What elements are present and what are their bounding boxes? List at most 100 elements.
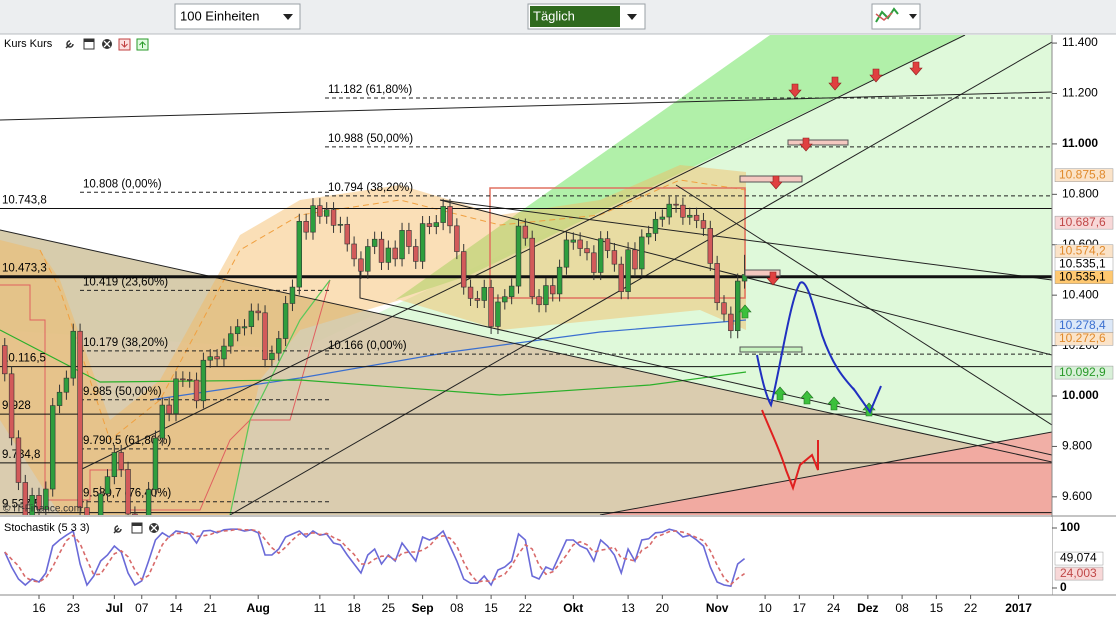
candle-body <box>289 286 296 304</box>
x-tick-label: 24 <box>827 601 841 615</box>
candle-body <box>611 250 618 265</box>
level-label: 10.473,3 <box>2 263 47 275</box>
candle-body <box>15 437 22 483</box>
candle-body <box>166 404 172 414</box>
candle-body <box>570 239 577 243</box>
candle-body <box>337 224 344 226</box>
price-box <box>1054 168 1114 182</box>
candle-body <box>8 373 15 439</box>
interval-text: Täglich <box>533 8 575 23</box>
price-label: 10.092,9 <box>1059 365 1106 379</box>
units-text: 100 Einheiten <box>180 8 260 23</box>
candle-body <box>433 222 439 227</box>
candle-body <box>276 338 282 354</box>
candle-body <box>426 223 433 227</box>
panel-icons[interactable] <box>65 38 149 51</box>
candle-body <box>330 209 337 226</box>
x-tick-label: Aug <box>247 601 270 615</box>
level-label: 10.116,5 <box>2 353 46 365</box>
stoch-tick-label: 49,074 <box>1060 551 1097 565</box>
level-label: 10.743,8 <box>2 195 47 207</box>
stoch-value-box <box>1054 551 1104 566</box>
candle-body <box>577 239 583 249</box>
candle-body <box>193 379 200 402</box>
stoch-background <box>0 517 1052 595</box>
candle-body <box>152 437 159 490</box>
y-tick-label: 10.800 <box>1062 186 1099 200</box>
x-tick-label: 15 <box>484 601 498 615</box>
candle-body <box>358 258 364 272</box>
candle-body <box>84 507 90 515</box>
candle-body <box>639 236 645 270</box>
copyright: © IT-Finance.com <box>3 504 82 515</box>
stoch-line <box>4 528 746 588</box>
candle-body <box>543 285 549 306</box>
candle-body <box>392 247 398 260</box>
y-tick-label: 11.000 <box>1062 136 1098 150</box>
axis-layer: 9.6009.80010.00010.20010.40010.60010.800… <box>1052 35 1114 594</box>
candle-body <box>673 203 679 206</box>
candle-body <box>104 476 111 495</box>
candle-body <box>200 359 207 402</box>
y-tick-label: 10.000 <box>1062 388 1099 402</box>
stoch-lines <box>4 528 746 588</box>
candle-body <box>618 263 624 292</box>
candle-body <box>659 216 666 220</box>
candle-body <box>303 221 309 233</box>
candle-body <box>221 345 227 360</box>
x-tick-label: 11 <box>314 601 327 615</box>
x-tick-label: Jul <box>106 601 123 615</box>
candle-body <box>125 469 131 515</box>
price-label: 10.535,1 <box>1059 256 1106 270</box>
level-label: 9.734,8 <box>2 449 40 461</box>
fib-label: 10.988 (50,00%) <box>328 133 413 145</box>
candle-body <box>460 251 467 288</box>
units-select[interactable] <box>174 3 301 30</box>
toolbar: 100 Einheiten Täglich <box>0 0 1116 35</box>
candle-body <box>2 345 8 375</box>
candle-body <box>159 404 165 439</box>
candle-body <box>344 224 350 245</box>
x-tick-label: Sep <box>412 601 434 615</box>
x-tick-label: 10 <box>758 601 772 615</box>
candle-body <box>714 263 720 304</box>
candle-body <box>625 249 631 292</box>
candle-body <box>680 204 686 218</box>
price-box <box>1054 332 1114 346</box>
candle-body <box>282 303 289 339</box>
x-tick-label: 17 <box>793 601 807 615</box>
price-box <box>1054 270 1114 285</box>
x-tick-label: 14 <box>169 601 183 615</box>
x-tick-label: 16 <box>32 601 46 615</box>
candle-body <box>269 352 275 361</box>
candle-body <box>474 298 481 301</box>
candle-body <box>187 379 193 381</box>
candle-body <box>515 225 522 287</box>
price-box <box>1054 365 1114 380</box>
fib-label: 10.419 (23,60%) <box>83 276 168 288</box>
candle-body <box>652 218 659 234</box>
candle-body <box>508 285 515 297</box>
candle-body <box>262 312 268 361</box>
candle-body <box>734 280 741 332</box>
candle-body <box>63 377 70 393</box>
fib-label: 10.166 (0,00%) <box>328 340 407 352</box>
candle-body <box>296 221 302 288</box>
candle-body <box>118 452 124 470</box>
x-tick-label: 21 <box>204 601 218 615</box>
price-label: 10.278,4 <box>1059 318 1106 332</box>
price-label: 10.687,6 <box>1059 215 1106 229</box>
candle-body <box>36 495 42 510</box>
stoch-icons[interactable] <box>113 522 159 534</box>
candle-body <box>591 252 597 273</box>
candle-body <box>111 452 118 477</box>
interval-highlight <box>530 6 620 27</box>
x-tick-label: 07 <box>135 601 149 615</box>
stoch-value-box <box>1054 566 1104 581</box>
x-tick-label: 25 <box>382 601 396 615</box>
x-tick-label: 08 <box>895 601 909 615</box>
y-tick-label: 11.200 <box>1062 86 1098 100</box>
candle-body <box>323 209 330 217</box>
dropdown-arrow <box>627 14 637 20</box>
